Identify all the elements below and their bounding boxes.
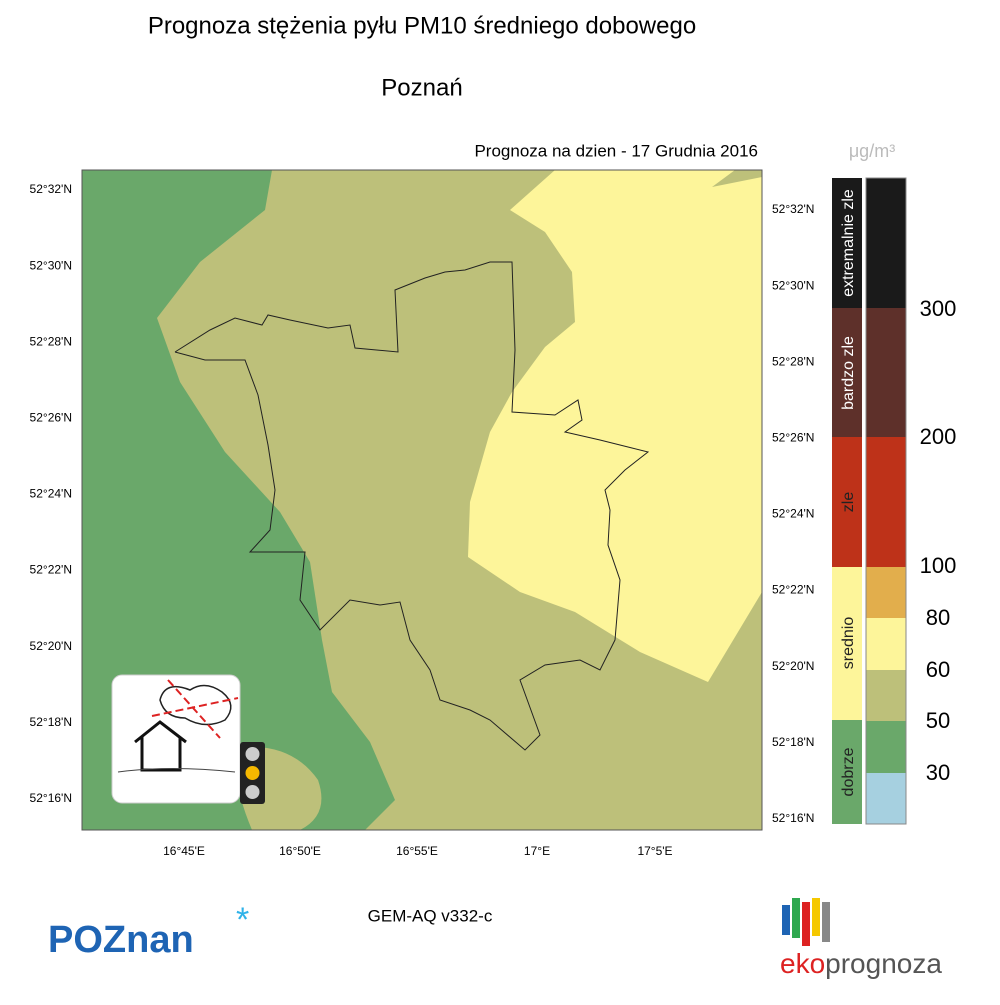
lat-label-right: 52°22'N: [772, 583, 814, 597]
legend-tick: 50: [926, 708, 950, 733]
eko: eko: [780, 948, 825, 979]
legend-tick: 300: [920, 296, 957, 321]
lon-label: 16°55'E: [396, 844, 438, 858]
house-icon: [111, 674, 241, 804]
lat-label-left: 52°16'N: [30, 791, 72, 805]
lat-label-right: 52°18'N: [772, 735, 814, 749]
legend-category: extremalnie zle: [840, 189, 857, 297]
lon-label: 16°50'E: [279, 844, 321, 858]
legend-tick: 60: [926, 657, 950, 682]
legend-category: dobrze: [840, 747, 857, 796]
lat-label-left: 52°32'N: [30, 182, 72, 196]
lat-label-right: 52°30'N: [772, 278, 814, 292]
ekoprognoza-logo: ekoprognoza: [780, 898, 942, 979]
lat-label-left: 52°30'N: [30, 258, 72, 272]
lat-label-left: 52°24'N: [30, 487, 72, 501]
legend-category: bardzo zle: [840, 336, 857, 410]
lat-label-left: 52°22'N: [30, 563, 72, 577]
legend-tick: 100: [920, 553, 957, 578]
lon-label: 17°E: [524, 844, 550, 858]
lat-label-right: 52°32'N: [772, 202, 814, 216]
legend-tick: 200: [920, 424, 957, 449]
legend-category: srednio: [840, 617, 857, 670]
legend-category: zle: [840, 492, 857, 513]
lat-label-right: 52°26'N: [772, 430, 814, 444]
prognoza: prognoza: [825, 948, 942, 979]
lat-label-right: 52°20'N: [772, 659, 814, 673]
poznan-logo-text: POZnan: [48, 919, 194, 961]
zone-moderate-high: [468, 170, 762, 682]
unit: μg/m³: [849, 141, 895, 161]
lat-label-left: 52°18'N: [30, 715, 72, 729]
legend-tick: 30: [926, 760, 950, 785]
city-boundary: [174, 261, 650, 751]
forecast-date: Prognoza na dzien - 17 Grudnia 2016: [474, 141, 758, 160]
poznan-logo: POZnan *: [48, 901, 249, 961]
lat-label-left: 52°26'N: [30, 410, 72, 424]
zone-good: [82, 170, 395, 830]
lat-label-right: 52°28'N: [772, 354, 814, 368]
lat-label-left: 52°20'N: [30, 639, 72, 653]
lat-label-right: 52°16'N: [772, 811, 814, 825]
title: Prognoza stężenia pyłu PM10 średniego do…: [148, 12, 696, 39]
svg-text:*: *: [236, 901, 249, 939]
legend-tick: 80: [926, 605, 950, 630]
subtitle: Poznań: [381, 74, 462, 101]
lat-label-right: 52°24'N: [772, 507, 814, 521]
model-name: GEM-AQ v332-c: [368, 906, 493, 925]
map-frame: [81, 169, 763, 831]
lat-label-left: 52°28'N: [30, 334, 72, 348]
traffic-light: [240, 742, 265, 804]
ekoprognoza-text: ekoprognoza: [780, 948, 942, 979]
lon-label: 17°5'E: [637, 844, 672, 858]
lon-label: 16°45'E: [163, 844, 205, 858]
legend: [832, 177, 907, 825]
